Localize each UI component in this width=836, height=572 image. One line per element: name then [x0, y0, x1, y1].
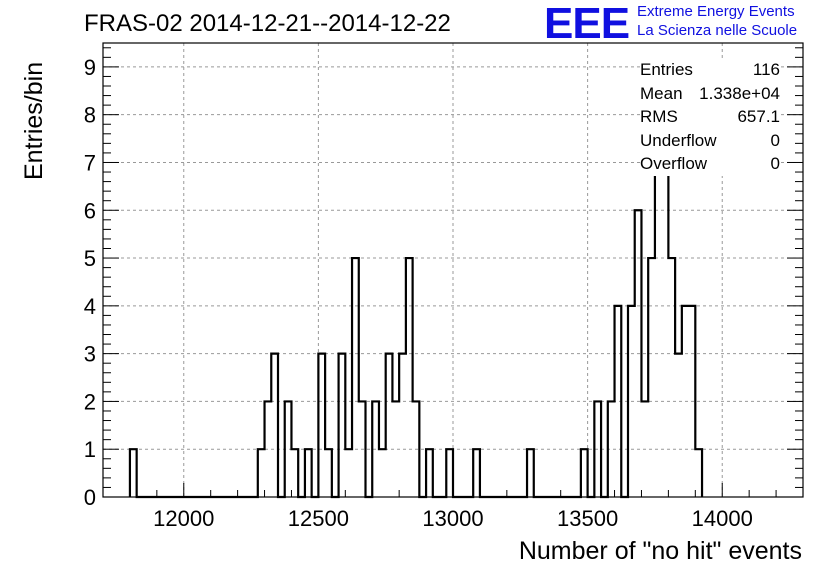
histogram-bin	[608, 401, 615, 497]
histogram-bin	[345, 449, 352, 497]
y-tick-label: 2	[84, 389, 96, 414]
histogram-bin	[130, 449, 137, 497]
stats-value: 116	[752, 60, 780, 79]
histogram-bin	[641, 401, 648, 497]
y-tick-label: 7	[84, 150, 96, 175]
stats-row-entries: Entries 116	[640, 58, 780, 82]
stats-value: 657.1	[737, 107, 780, 126]
stats-label: Overflow	[640, 154, 708, 173]
y-tick-label: 8	[84, 103, 96, 128]
histogram-bin	[291, 449, 298, 497]
histogram-bin	[628, 306, 635, 497]
histogram-bin	[682, 306, 689, 497]
stats-label: Mean	[640, 83, 683, 103]
histogram-bin	[271, 354, 278, 497]
histogram-bin	[446, 449, 453, 497]
histogram-bin	[325, 449, 332, 497]
y-axis-label: Entries/bin	[20, 61, 48, 180]
histogram-bin	[265, 401, 272, 497]
histogram-bin	[635, 210, 642, 497]
logo-caption: Extreme Energy Events La Scienza nelle S…	[637, 2, 797, 40]
x-tick-label: 12000	[153, 506, 214, 531]
stats-value: 0	[770, 130, 780, 150]
stats-value: 0	[770, 154, 780, 173]
histogram-bin	[386, 354, 393, 497]
histogram-bin	[359, 401, 366, 497]
histogram-bin	[339, 354, 346, 497]
y-tick-label: 9	[84, 55, 96, 80]
histogram-bin	[668, 258, 675, 497]
histogram-bin	[406, 258, 413, 497]
logo-line-1: Extreme Energy Events	[637, 3, 795, 20]
histogram-bin	[305, 449, 312, 497]
histogram-bin	[594, 401, 601, 497]
histogram-bin	[695, 449, 702, 497]
histogram-bin	[352, 258, 359, 497]
stats-label: RMS	[640, 107, 678, 126]
y-tick-label: 0	[84, 485, 96, 510]
histogram-bin	[473, 449, 480, 497]
y-tick-label: 5	[84, 246, 96, 271]
histogram-bin	[581, 449, 588, 497]
x-tick-label: 13000	[422, 506, 483, 531]
histogram-bin	[285, 401, 292, 497]
logo-line-2: La Scienza nelle Scuole	[637, 22, 798, 39]
histogram-bin	[258, 449, 265, 497]
chart-title: FRAS-02 2014-12-21--2014-12-22	[84, 10, 451, 37]
histogram-bin	[318, 354, 325, 497]
histogram-bin	[413, 401, 420, 497]
stats-label: Entries	[640, 60, 693, 79]
histogram-series	[128, 65, 704, 499]
histogram-bin	[615, 306, 622, 497]
x-tick-label: 12500	[288, 506, 349, 531]
x-tick-label: 14000	[692, 506, 753, 531]
histogram-bin	[527, 449, 534, 497]
stats-row-mean: Mean 1.338e+04	[640, 82, 780, 106]
stats-label: Underflow	[640, 130, 717, 150]
histogram-bin	[399, 354, 406, 497]
eee-logo: EEE	[544, 0, 630, 48]
histogram-bin	[379, 449, 386, 497]
stats-row-overflow: Overflow 0	[640, 152, 780, 176]
stats-row-rms: RMS 657.1	[640, 105, 780, 129]
y-tick-label: 4	[84, 294, 96, 319]
histogram-bin	[675, 354, 682, 497]
histogram-bin	[648, 258, 655, 497]
stats-row-underflow: Underflow 0	[640, 129, 780, 153]
histogram-bin	[662, 162, 669, 497]
stats-box: Entries 116 Mean 1.338e+04 RMS 657.1 Underf…	[640, 58, 780, 176]
y-tick-label: 1	[84, 437, 96, 462]
x-tick-label: 13500	[557, 506, 618, 531]
histogram-bin	[392, 401, 399, 497]
y-tick-label: 3	[84, 342, 96, 367]
histogram-bin	[426, 449, 433, 497]
histogram-bin	[372, 401, 379, 497]
y-tick-label: 6	[84, 198, 96, 223]
x-axis-label: Number of "no hit" events	[518, 537, 802, 565]
stats-value: 1.338e+04	[699, 83, 780, 103]
histogram-bin	[689, 306, 696, 497]
